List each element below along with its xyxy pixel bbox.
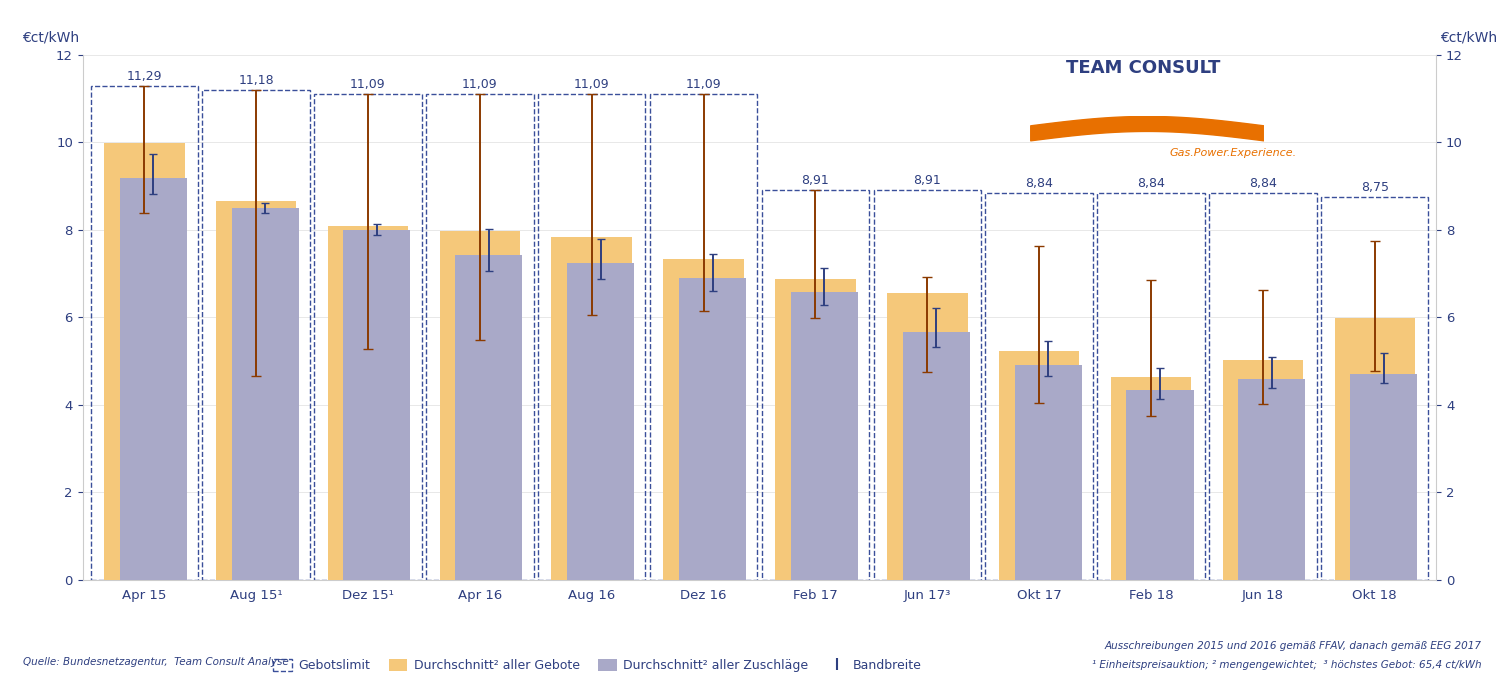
Bar xyxy=(902,332,970,580)
Bar xyxy=(567,263,635,580)
Bar xyxy=(999,351,1080,580)
Text: 6,58: 6,58 xyxy=(817,561,844,574)
Text: 11,09: 11,09 xyxy=(350,78,387,91)
Text: ¹ Einheitspreisauktion; ² mengengewichtet;  ³ höchstes Gebot: 65,4 ct/kWh: ¹ Einheitspreisauktion; ² mengengewichte… xyxy=(1092,659,1481,670)
Bar xyxy=(678,278,746,580)
Bar xyxy=(663,259,744,580)
Bar xyxy=(1111,376,1191,580)
Legend: Gebotslimit, Durchschnitt² aller Gebote, Durchschnitt² aller Zuschläge, Bandbrei: Gebotslimit, Durchschnitt² aller Gebote,… xyxy=(268,654,926,677)
Bar xyxy=(1351,374,1417,580)
Text: 11,18: 11,18 xyxy=(238,74,274,87)
Bar xyxy=(1015,365,1081,580)
Text: TEAM CONSULT: TEAM CONSULT xyxy=(1066,59,1220,77)
Text: 7,23: 7,23 xyxy=(593,561,620,574)
Text: 5,66: 5,66 xyxy=(929,561,955,574)
Text: 8,08: 8,08 xyxy=(344,396,370,409)
Text: €ct/kWh: €ct/kWh xyxy=(23,30,78,44)
Text: 11,09: 11,09 xyxy=(462,78,498,91)
Bar xyxy=(1334,318,1415,580)
Text: 6,90: 6,90 xyxy=(705,561,731,574)
Text: 5,23: 5,23 xyxy=(1015,459,1041,472)
Text: 7,33: 7,33 xyxy=(680,413,705,426)
Bar xyxy=(887,293,967,580)
Text: 5,01: 5,01 xyxy=(1239,464,1265,477)
Bar xyxy=(1223,361,1302,580)
Text: 8,49: 8,49 xyxy=(257,561,284,574)
Bar xyxy=(232,208,299,580)
Text: 4,33: 4,33 xyxy=(1152,561,1179,574)
Bar xyxy=(1238,379,1305,580)
Text: 4,59: 4,59 xyxy=(1265,561,1290,574)
Text: 6,54: 6,54 xyxy=(902,430,929,443)
Bar xyxy=(1126,390,1194,580)
Text: 8,84: 8,84 xyxy=(1026,177,1053,190)
Text: 8,65: 8,65 xyxy=(232,384,257,397)
Bar xyxy=(775,279,856,580)
Text: 8,84: 8,84 xyxy=(1137,177,1166,190)
Bar xyxy=(791,292,857,580)
Text: 5,98: 5,98 xyxy=(1351,443,1376,456)
Text: 11,29: 11,29 xyxy=(126,70,162,83)
Bar xyxy=(439,231,520,580)
Bar xyxy=(456,256,522,580)
Text: 9,17: 9,17 xyxy=(146,561,171,574)
Text: 11,09: 11,09 xyxy=(686,78,722,91)
Text: 7,41: 7,41 xyxy=(481,561,507,574)
Text: 4,64: 4,64 xyxy=(1126,472,1154,485)
Text: €ct/kWh: €ct/kWh xyxy=(1441,30,1496,44)
Bar xyxy=(328,226,408,580)
Text: 8,91: 8,91 xyxy=(802,174,829,187)
Text: Quelle: Bundesnetzagentur,  Team Consult Analyse: Quelle: Bundesnetzagentur, Team Consult … xyxy=(23,657,289,667)
Text: 8,84: 8,84 xyxy=(1248,177,1277,190)
Bar xyxy=(217,201,296,580)
Bar xyxy=(343,230,411,580)
Bar xyxy=(552,237,632,580)
Bar xyxy=(104,143,185,580)
Text: 4,91: 4,91 xyxy=(1041,561,1066,574)
Text: 8,00: 8,00 xyxy=(370,561,396,574)
Text: 8,75: 8,75 xyxy=(1361,181,1388,194)
Text: Gas.Power.Experience.: Gas.Power.Experience. xyxy=(1170,149,1296,158)
Text: 8,91: 8,91 xyxy=(913,174,942,187)
Text: 7,97: 7,97 xyxy=(456,399,481,412)
Text: 6,87: 6,87 xyxy=(791,423,817,436)
Bar xyxy=(120,179,186,580)
Text: 7,84: 7,84 xyxy=(567,402,594,415)
Text: Ausschreibungen 2015 und 2016 gemäß FFAV, danach gemäß EEG 2017: Ausschreibungen 2015 und 2016 gemäß FFAV… xyxy=(1104,641,1481,651)
Text: 4,69: 4,69 xyxy=(1376,561,1402,574)
Text: 11,09: 11,09 xyxy=(575,78,609,91)
